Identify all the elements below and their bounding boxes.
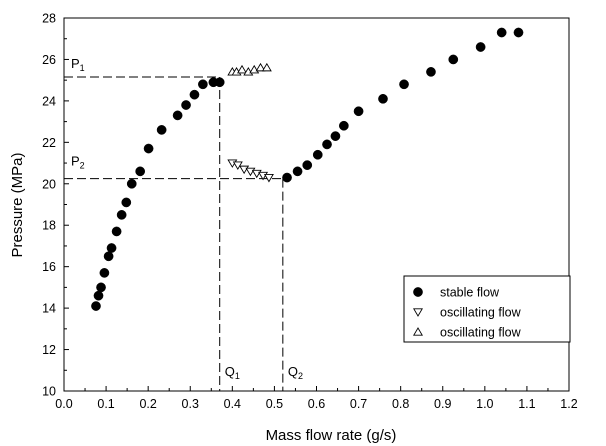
data-point xyxy=(172,110,183,121)
reference-lines xyxy=(64,76,284,391)
data-point xyxy=(399,79,409,90)
data-marks xyxy=(91,27,524,311)
y-axis-title: Pressure (MPa) xyxy=(9,152,26,257)
annotations: P1 P2 Q1 Q2 xyxy=(71,56,303,381)
x-tick-label: 0.8 xyxy=(392,397,409,411)
annotation-p2: P2 xyxy=(71,154,85,171)
data-point xyxy=(103,251,114,262)
data-point xyxy=(214,77,225,88)
data-point xyxy=(156,125,167,135)
legend-marker-2 xyxy=(413,327,423,336)
y-tick-label: 26 xyxy=(42,53,56,67)
data-point xyxy=(330,131,341,141)
annotation-q2: Q2 xyxy=(288,364,303,381)
data-point xyxy=(143,143,154,154)
y-tick-label: 10 xyxy=(42,385,56,399)
y-tick-label: 18 xyxy=(42,219,56,233)
x-axis-title: Mass flow rate (g/s) xyxy=(266,427,397,444)
series-1 xyxy=(227,159,274,183)
data-point xyxy=(513,27,524,38)
x-tick-label: 0.6 xyxy=(308,397,325,411)
y-tick-label: 20 xyxy=(42,177,56,191)
data-point xyxy=(232,161,243,171)
annotation-p1: P1 xyxy=(71,56,85,73)
x-tick-label: 0.0 xyxy=(55,397,72,411)
data-point xyxy=(198,79,208,90)
data-point xyxy=(378,93,388,104)
data-point xyxy=(302,160,313,170)
legend: stable flow oscillating flow oscillating f… xyxy=(403,275,571,343)
x-tick-label: 1.2 xyxy=(560,397,577,411)
legend-label-0: stable flow xyxy=(440,286,500,300)
data-point xyxy=(292,166,303,177)
data-point xyxy=(99,268,110,278)
data-point xyxy=(339,120,349,131)
axis-ticks: 0.0 0.1 0.2 0.3 0.4 0.5 0.6 0.7 0.8 0.9 1.0 1.1 1.2 1… xyxy=(42,12,578,412)
data-point xyxy=(312,149,323,160)
legend-label-1: oscillating flow xyxy=(440,306,522,320)
data-point xyxy=(353,106,364,117)
y-tick-label: 16 xyxy=(42,260,56,274)
x-tick-label: 0.7 xyxy=(350,397,367,411)
data-point xyxy=(116,210,127,220)
data-point xyxy=(261,62,272,72)
data-point xyxy=(189,89,200,100)
data-point xyxy=(96,282,106,293)
data-point xyxy=(93,290,104,301)
data-point xyxy=(126,178,137,189)
data-point xyxy=(91,301,101,311)
data-point xyxy=(181,100,191,110)
data-point xyxy=(106,243,117,253)
data-point xyxy=(475,42,486,52)
data-point xyxy=(237,64,247,74)
data-point xyxy=(448,54,459,65)
x-tick-label: 0.9 xyxy=(434,397,451,411)
series-2 xyxy=(227,62,272,76)
data-point xyxy=(135,166,146,177)
legend-box xyxy=(403,275,571,343)
annotation-q1: Q1 xyxy=(225,364,240,381)
x-tick-label: 0.4 xyxy=(224,397,241,411)
legend-label-2: oscillating flow xyxy=(440,326,522,340)
x-tick-label: 0.2 xyxy=(139,397,156,411)
data-point xyxy=(426,67,436,77)
legend-marker-1 xyxy=(413,308,423,317)
data-point xyxy=(496,27,507,38)
data-point xyxy=(322,139,332,150)
y-tick-label: 24 xyxy=(42,94,56,108)
x-tick-label: 0.1 xyxy=(97,397,114,411)
x-tick-label: 1.0 xyxy=(476,397,493,411)
y-tick-label: 22 xyxy=(42,136,56,150)
data-point xyxy=(263,173,274,183)
y-tick-label: 14 xyxy=(42,302,56,316)
x-tick-label: 0.3 xyxy=(182,397,199,411)
data-point xyxy=(255,62,266,72)
y-tick-label: 28 xyxy=(42,12,56,26)
legend-marker-0 xyxy=(413,287,423,297)
y-tick-label: 12 xyxy=(42,343,56,357)
data-point xyxy=(111,226,122,237)
x-tick-label: 1.1 xyxy=(518,397,535,411)
series-0 xyxy=(91,27,524,311)
data-point xyxy=(282,172,292,183)
data-point xyxy=(121,197,132,208)
x-tick-label: 0.5 xyxy=(266,397,283,411)
